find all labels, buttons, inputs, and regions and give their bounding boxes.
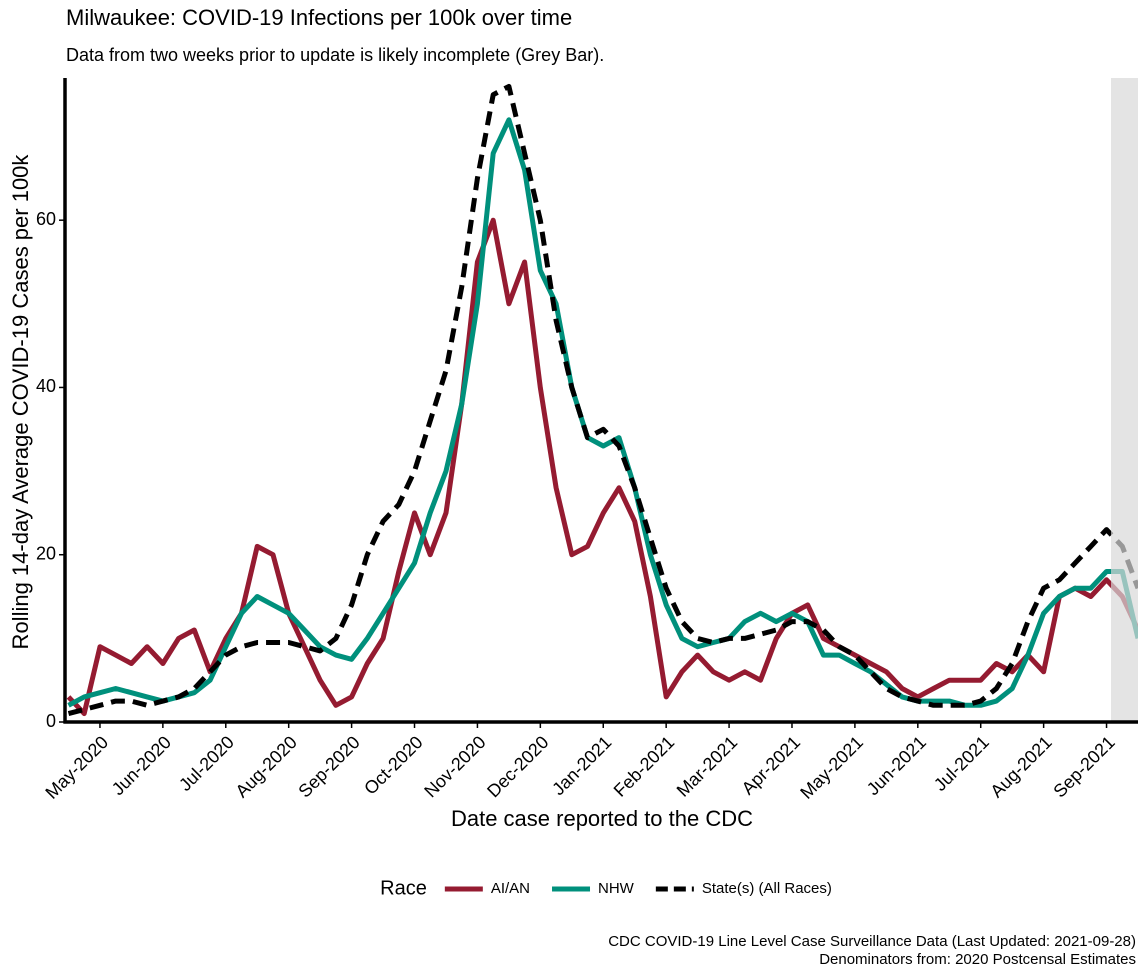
y-tick-label: 20 (36, 543, 56, 563)
legend-label: State(s) (All Races) (702, 880, 832, 897)
series-line (67, 117, 1138, 708)
y-tick-label: 60 (36, 209, 56, 229)
x-tick-label: Nov-2020 (420, 732, 489, 801)
x-tick-label: Sep-2021 (1049, 732, 1118, 801)
x-tick-label: Oct-2020 (360, 732, 427, 799)
x-tick-label: Apr-2021 (738, 732, 805, 799)
caption: CDC COVID-19 Line Level Case Surveillanc… (608, 933, 1136, 950)
series-line (66, 217, 1138, 717)
chart-title: Milwaukee: COVID-19 Infections per 100k … (66, 5, 572, 30)
x-tick-label: May-2021 (796, 732, 867, 803)
caption: Denominators from: 2020 Postcensal Estim… (819, 951, 1136, 968)
x-tick-label: Jun-2021 (863, 732, 930, 799)
legend-label: NHW (598, 880, 635, 897)
legend-title: Race (380, 877, 427, 899)
x-tick-label: Mar-2021 (673, 732, 742, 801)
y-tick-label: 40 (36, 376, 56, 396)
y-tick-label: 0 (46, 711, 56, 731)
x-tick-label: Aug-2020 (232, 732, 301, 801)
x-tick-label: Jul-2021 (930, 732, 993, 795)
x-tick-label: Jul-2020 (175, 732, 238, 795)
x-axis-label: Date case reported to the CDC (451, 806, 753, 831)
series-line (67, 83, 1138, 717)
x-tick-label: May-2020 (41, 732, 112, 803)
legend-label: AI/AN (491, 880, 530, 897)
chart-subtitle: Data from two weeks prior to update is l… (66, 45, 604, 65)
incomplete-data-bar (1111, 78, 1138, 722)
x-tick-label: Aug-2021 (986, 732, 1055, 801)
x-tick-label: Feb-2021 (610, 732, 679, 801)
x-tick-label: Jun-2020 (108, 732, 175, 799)
x-tick-label: Sep-2020 (294, 732, 363, 801)
x-tick-label: Jan-2021 (548, 732, 615, 799)
x-tick-label: Dec-2020 (483, 732, 552, 801)
y-axis-label: Rolling 14-day Average COVID-19 Cases pe… (8, 154, 33, 650)
